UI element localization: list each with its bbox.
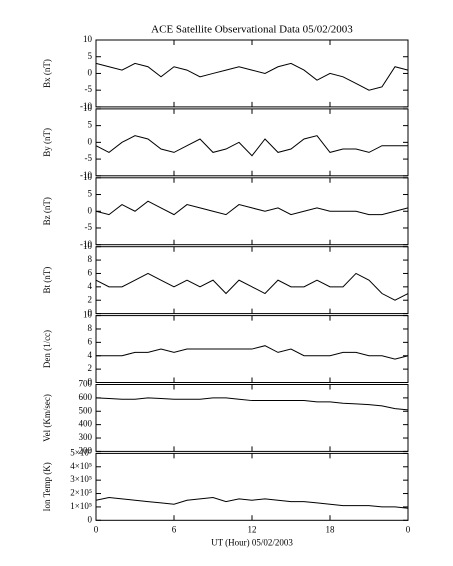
data-line [95,497,409,509]
panel-frame [95,108,409,177]
y-axis-label: Bz (nT) [42,197,52,225]
y-tick-label: 8 [88,254,93,264]
y-tick-label: 300 [79,432,93,442]
y-tick-label: 2 [88,363,93,373]
y-tick-label: 200 [79,445,93,455]
y-axis-label: By (nT) [42,128,52,157]
y-tick-label: -5 [85,222,93,232]
y-tick-label: 5 [88,189,93,199]
y-axis-label: Bx (nT) [42,59,52,88]
chart-title: ACE Satellite Observational Data 05/02/2… [151,24,353,36]
y-tick-label: 500 [79,405,93,415]
y-tick-label: 0 [88,205,93,215]
data-line [95,135,408,157]
y-tick-label: 10 [83,103,93,113]
y-tick-label: 4 [88,350,93,360]
data-line [96,345,409,360]
panel-frame [95,177,409,246]
y-tick-label: 3×10⁵ [70,474,92,484]
y-tick-label: 6 [88,336,93,346]
y-tick-label: -10 [80,101,92,111]
y-tick-label: 0 [88,377,93,387]
y-tick-label: 4×10⁵ [70,461,92,471]
y-tick-label: 600 [79,392,93,402]
y-axis-label: Vel (Km/sec) [42,394,52,442]
y-tick-label: 4 [88,281,93,291]
data-line [95,200,409,216]
y-tick-label: 8 [88,323,93,333]
data-line [95,397,409,411]
y-axis-label: Bt (nT) [42,267,52,294]
y-tick-label: 10 [83,34,93,44]
x-tick-label: 0 [406,524,411,534]
y-tick-label: -10 [80,239,92,249]
data-line [95,272,409,301]
panel-frame [95,39,409,108]
x-tick-label: 18 [326,524,336,534]
y-tick-label: 2 [88,294,93,304]
y-tick-label: 1×10⁵ [70,501,92,511]
y-tick-label: 0 [88,136,93,146]
y-axis-label: Den (1/cc) [42,330,52,368]
panel-frame [95,452,409,521]
y-axis-label: Ion Temp (K) [42,462,52,511]
y-tick-label: 6 [88,268,93,278]
y-tick-label: 0 [88,68,93,78]
y-tick-label: -5 [85,84,93,94]
x-axis-label: UT (Hour) 05/02/2003 [211,537,293,547]
panel-frame [95,246,409,315]
y-tick-label: 400 [79,419,93,429]
x-tick-label: 6 [172,524,177,534]
y-tick-label: 10 [83,310,93,320]
x-tick-label: 0 [94,524,99,534]
y-tick-label: 2×10⁵ [70,488,92,498]
y-tick-label: -10 [80,170,92,180]
y-tick-label: 5 [88,120,93,130]
y-tick-label: 0 [88,514,93,524]
y-tick-label: 5×10⁵ [70,447,92,457]
y-tick-label: 10 [83,241,93,251]
y-tick-label: 700 [79,379,93,389]
y-tick-label: 10 [83,172,93,182]
panel-frame [95,384,409,452]
data-line [95,62,409,91]
y-tick-label: -5 [85,153,93,163]
y-tick-label: 0 [88,308,93,318]
x-tick-label: 12 [248,524,257,534]
y-tick-label: 5 [88,51,93,61]
